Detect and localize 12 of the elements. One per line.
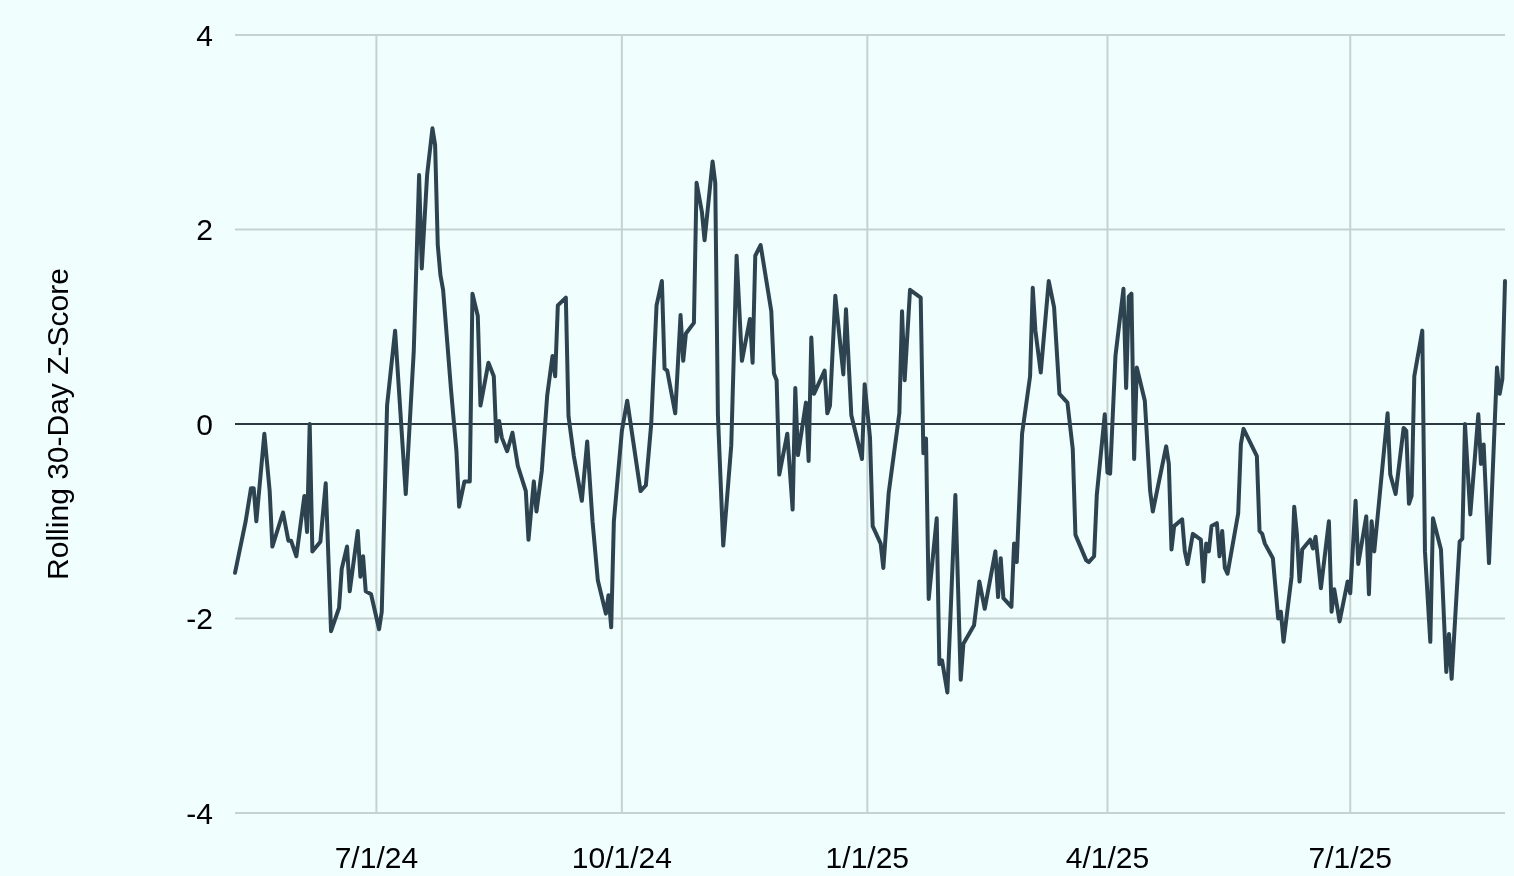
y-tick-label: 2	[196, 213, 213, 247]
y-tick-label: 4	[196, 18, 213, 52]
x-tick-label: 10/1/24	[571, 841, 672, 874]
y-tick-label: 0	[196, 407, 213, 441]
y-tick-label: -4	[186, 796, 213, 830]
x-tick-label: 4/1/25	[1065, 841, 1150, 874]
x-tick-label: 7/1/24	[334, 841, 419, 874]
line-series	[233, 126, 1507, 695]
x-tick-label: 7/1/25	[1308, 841, 1392, 874]
y-axis-title: Rolling 30-Day Z-Score	[41, 268, 74, 580]
x-tick-label: 1/1/25	[825, 841, 910, 874]
y-tick-label: -2	[186, 602, 213, 636]
